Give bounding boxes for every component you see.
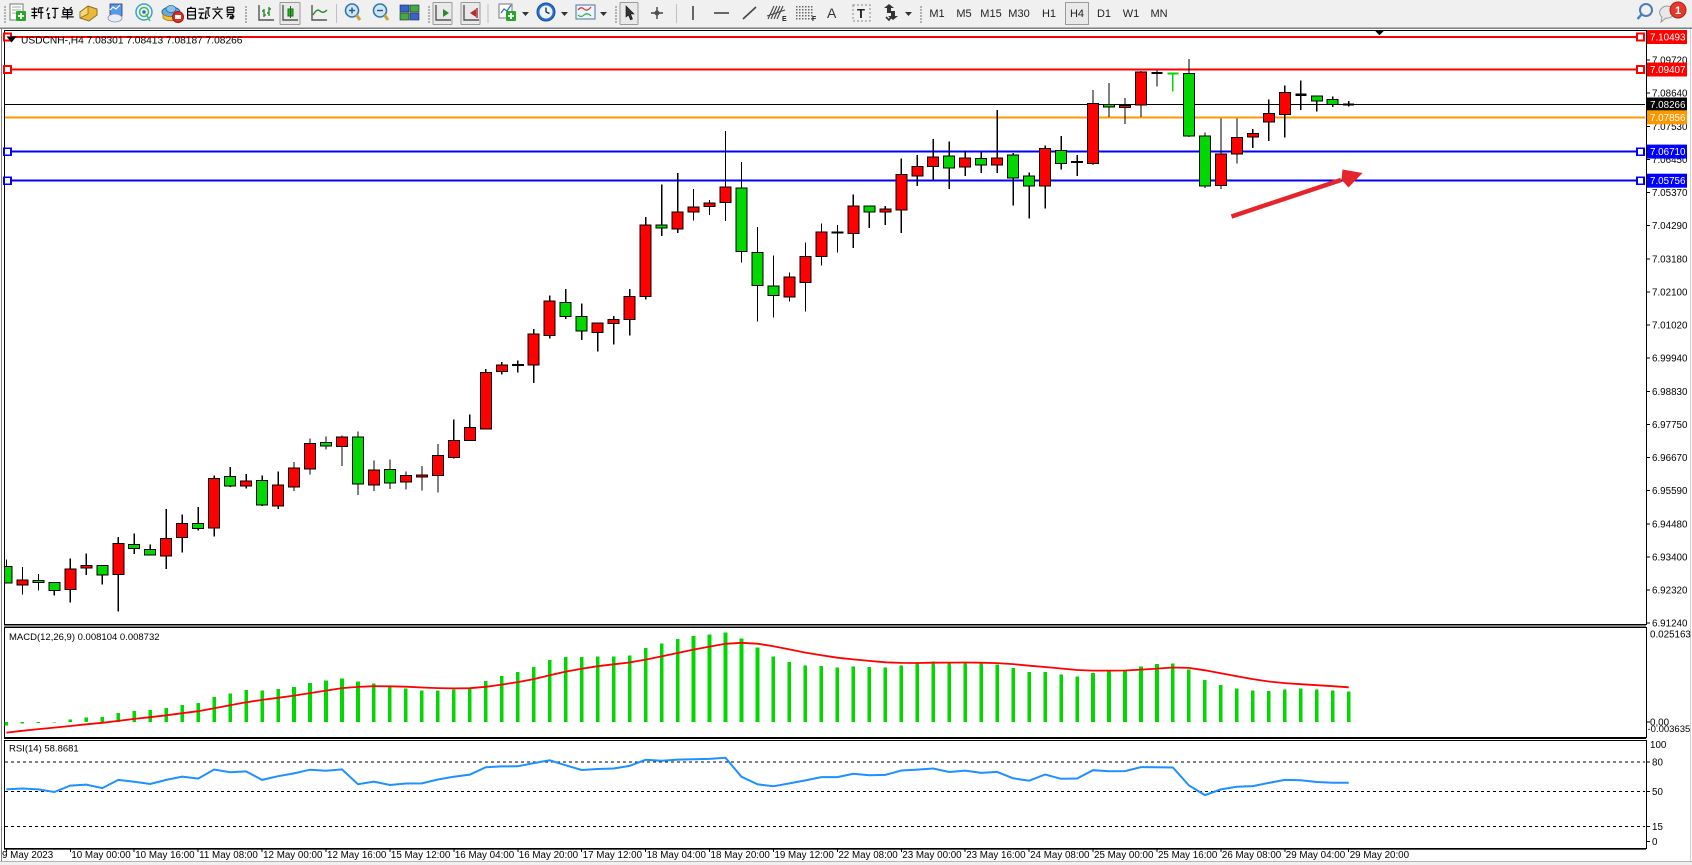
svg-text:W1: W1: [1123, 8, 1140, 20]
svg-text:7.07530: 7.07530: [1652, 122, 1688, 133]
svg-text:7.08266: 7.08266: [1650, 100, 1686, 111]
svg-text:17 May 12:00: 17 May 12:00: [583, 850, 643, 861]
svg-text:6.92320: 6.92320: [1652, 586, 1688, 597]
svg-text:7.08640: 7.08640: [1652, 88, 1688, 99]
svg-text:6.97750: 6.97750: [1652, 420, 1688, 431]
svg-text:50: 50: [1652, 787, 1663, 798]
svg-text:19 May 12:00: 19 May 12:00: [774, 850, 834, 861]
svg-text:A: A: [827, 5, 837, 21]
svg-text:12 May 16:00: 12 May 16:00: [327, 850, 387, 861]
svg-text:29 May 20:00: 29 May 20:00: [1350, 850, 1410, 861]
svg-text:7.03180: 7.03180: [1652, 255, 1688, 266]
svg-text:RSI(14) 58.8681: RSI(14) 58.8681: [9, 744, 79, 755]
svg-text:7.05756: 7.05756: [1650, 176, 1686, 187]
svg-text:23 May 00:00: 23 May 00:00: [902, 850, 962, 861]
svg-text:100: 100: [1650, 740, 1667, 751]
svg-text:6.95590: 6.95590: [1652, 486, 1688, 497]
svg-text:M15: M15: [980, 8, 1001, 20]
svg-text:15: 15: [1652, 822, 1663, 833]
svg-text:26 May 08:00: 26 May 08:00: [1222, 850, 1282, 861]
svg-text:MACD(12,26,9) 0.008104 0.00873: MACD(12,26,9) 0.008104 0.008732: [9, 632, 160, 643]
svg-text:6.98830: 6.98830: [1652, 387, 1688, 398]
svg-text:23 May 16:00: 23 May 16:00: [966, 850, 1026, 861]
svg-text:0: 0: [1652, 837, 1658, 848]
svg-text:7.02100: 7.02100: [1652, 288, 1688, 299]
svg-text:25 May 00:00: 25 May 00:00: [1094, 850, 1154, 861]
svg-text:15 May 12:00: 15 May 12:00: [391, 850, 451, 861]
svg-text:24 May 08:00: 24 May 08:00: [1030, 850, 1090, 861]
svg-text:7.09407: 7.09407: [1650, 65, 1685, 76]
svg-text:29 May 04:00: 29 May 04:00: [1286, 850, 1346, 861]
svg-text:M30: M30: [1008, 8, 1029, 20]
svg-text:7.06450: 7.06450: [1652, 155, 1688, 166]
svg-text:E: E: [782, 16, 787, 23]
svg-text:9 May 2023: 9 May 2023: [2, 850, 54, 861]
svg-text:22 May 08:00: 22 May 08:00: [838, 850, 898, 861]
svg-text:T: T: [857, 6, 865, 21]
svg-text:D1: D1: [1097, 8, 1111, 20]
svg-text:M5: M5: [956, 8, 971, 20]
svg-text:7.01020: 7.01020: [1652, 321, 1688, 332]
svg-text:MN: MN: [1150, 8, 1167, 20]
svg-text:-0.003635: -0.003635: [1648, 724, 1691, 735]
svg-text:1: 1: [1675, 5, 1681, 17]
svg-text:25 May 16:00: 25 May 16:00: [1158, 850, 1218, 861]
svg-text:16 May 20:00: 16 May 20:00: [519, 850, 579, 861]
svg-text:6.93400: 6.93400: [1652, 553, 1688, 564]
svg-text:18 May 04:00: 18 May 04:00: [647, 850, 707, 861]
svg-text:7.09720: 7.09720: [1652, 56, 1688, 67]
svg-text:H4: H4: [1070, 8, 1084, 20]
svg-text:USDCNH-,H4 7.08301 7.08413 7.: USDCNH-,H4 7.08301 7.08413 7.08187 7.082…: [21, 36, 243, 47]
svg-text:18 May 20:00: 18 May 20:00: [711, 850, 771, 861]
svg-text:7.05370: 7.05370: [1652, 188, 1688, 199]
svg-text:7.04290: 7.04290: [1652, 221, 1688, 232]
svg-text:7.10493: 7.10493: [1650, 33, 1686, 44]
svg-text:F: F: [812, 16, 817, 23]
svg-text:10 May 00:00: 10 May 00:00: [71, 850, 131, 861]
svg-text:16 May 04:00: 16 May 04:00: [455, 850, 515, 861]
svg-text:11 May 08:00: 11 May 08:00: [199, 850, 258, 861]
svg-text:80: 80: [1652, 757, 1663, 768]
svg-text:0,00: 0,00: [1650, 717, 1670, 728]
svg-text:6.96670: 6.96670: [1652, 453, 1688, 464]
svg-text:6.99940: 6.99940: [1652, 353, 1688, 364]
svg-text:H1: H1: [1042, 8, 1056, 20]
svg-text:6.94480: 6.94480: [1652, 520, 1688, 531]
svg-text:7.06710: 7.06710: [1650, 147, 1686, 158]
svg-text:M1: M1: [929, 8, 944, 20]
svg-text:7.07856: 7.07856: [1650, 113, 1686, 124]
svg-text:12 May 00:00: 12 May 00:00: [263, 850, 323, 861]
svg-text:10 May 16:00: 10 May 16:00: [135, 850, 195, 861]
svg-text:6.91240: 6.91240: [1652, 618, 1688, 629]
svg-text:0.025163: 0.025163: [1650, 630, 1691, 641]
